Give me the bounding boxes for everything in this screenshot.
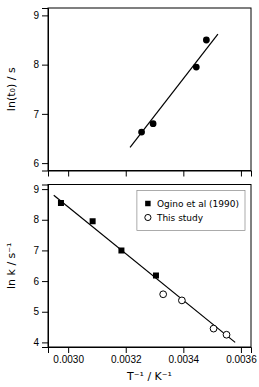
- legend: Ogino et al (1990) This study: [137, 191, 245, 231]
- x-tick: 0.0034: [169, 347, 200, 365]
- y-axis: 4 5 6 7 8 9: [33, 184, 48, 348]
- x-tick-mark: [126, 347, 127, 353]
- x-tick-label: 0.0032: [111, 354, 142, 365]
- point: [223, 331, 230, 338]
- x-axis: [49, 171, 252, 177]
- point: [160, 291, 167, 298]
- point: [150, 120, 157, 127]
- x-tick-label: 0.0030: [53, 354, 84, 365]
- legend-swatch: [145, 201, 150, 206]
- y-axis: 6 7 8 9: [33, 9, 48, 172]
- y-tick: 6: [33, 276, 48, 287]
- x-axis: 0.0030 0.0032 0.0034 0.0036: [49, 347, 258, 365]
- y-tick-label: 4: [33, 337, 39, 348]
- y-tick-label: 8: [33, 214, 39, 225]
- y-tick-mark: [42, 189, 48, 190]
- point: [193, 64, 200, 71]
- legend-label: This study: [156, 213, 204, 223]
- y-tick-label: 8: [33, 59, 39, 70]
- x-tick: [68, 171, 69, 177]
- x-tick-mark: [241, 347, 242, 353]
- x-axis-line: [49, 348, 252, 354]
- y-tick: 5: [33, 306, 48, 317]
- x-tick-mark: [68, 347, 69, 353]
- legend-frame: [137, 191, 245, 231]
- x-tick: [183, 171, 184, 177]
- y-tick-mark: [42, 342, 48, 343]
- point: [58, 200, 64, 206]
- y-tick-label: 7: [33, 245, 39, 256]
- x-axis-title: T⁻¹ / K⁻¹: [126, 370, 172, 383]
- plot-frame: [48, 8, 251, 171]
- fit-line: [130, 34, 218, 147]
- y-tick-mark: [42, 15, 48, 16]
- plot-area: [130, 34, 218, 147]
- y-tick-label: 9: [33, 184, 39, 195]
- panel: 6 7 8 9 ln(t₀) / s: [5, 8, 252, 177]
- y-tick-label: 6: [33, 276, 39, 287]
- point: [179, 297, 186, 304]
- point: [153, 273, 159, 279]
- legend-item: Ogino et al (1990): [145, 199, 239, 209]
- y-tick-mark: [42, 281, 48, 282]
- y-tick-label: 9: [33, 10, 39, 21]
- x-tick: [126, 171, 127, 177]
- y-tick-label: 6: [33, 158, 39, 169]
- point: [90, 218, 96, 224]
- plot-frame: [48, 185, 251, 348]
- y-tick: 9: [33, 184, 48, 195]
- y-tick-mark: [42, 65, 48, 66]
- x-tick-mark: [68, 171, 69, 177]
- legend-item: This study: [145, 213, 204, 223]
- y-tick-mark: [42, 250, 48, 251]
- y-tick-mark: [42, 114, 48, 115]
- y-axis-title: ln(t₀) / s: [5, 67, 18, 111]
- x-tick-mark: [183, 171, 184, 177]
- y-axis-title: ln k / s⁻¹: [5, 242, 18, 289]
- panel: 0.0030 0.0032 0.0034 0.0036 4 5 6 7 8 9 ln k / s⁻¹…: [5, 184, 257, 383]
- y-axis-line: [42, 9, 49, 172]
- y-tick-mark: [42, 163, 48, 164]
- y-tick: 9: [33, 10, 48, 21]
- x-tick: [241, 171, 242, 177]
- point: [203, 37, 210, 44]
- y-tick: 8: [33, 214, 48, 225]
- y-tick-label: 5: [33, 306, 39, 317]
- x-tick: 0.0030: [53, 347, 84, 365]
- point: [210, 325, 217, 332]
- x-tick-label: 0.0034: [169, 354, 200, 365]
- x-tick-mark: [126, 171, 127, 177]
- y-tick: 6: [33, 158, 48, 169]
- y-tick-mark: [42, 312, 48, 313]
- point: [138, 129, 145, 136]
- x-tick: 0.0036: [226, 347, 257, 365]
- legend-swatch: [145, 214, 151, 220]
- x-tick-label: 0.0036: [226, 354, 257, 365]
- chart: 6 7 8 9 ln(t₀) / s 0.0030 0.0032 0.0034 0.0036 4 5…: [0, 0, 259, 387]
- y-tick: 4: [33, 337, 48, 348]
- y-tick-mark: [42, 220, 48, 221]
- y-tick: 7: [33, 245, 48, 256]
- x-tick-mark: [183, 347, 184, 353]
- y-tick: 8: [33, 59, 48, 70]
- legend-label: Ogino et al (1990): [157, 199, 239, 209]
- x-tick-mark: [241, 171, 242, 177]
- point: [118, 247, 124, 253]
- y-tick: 7: [33, 109, 48, 120]
- y-axis-line: [42, 185, 49, 348]
- y-tick-label: 7: [33, 109, 39, 120]
- x-tick: 0.0032: [111, 347, 142, 365]
- x-axis-line: [49, 171, 252, 177]
